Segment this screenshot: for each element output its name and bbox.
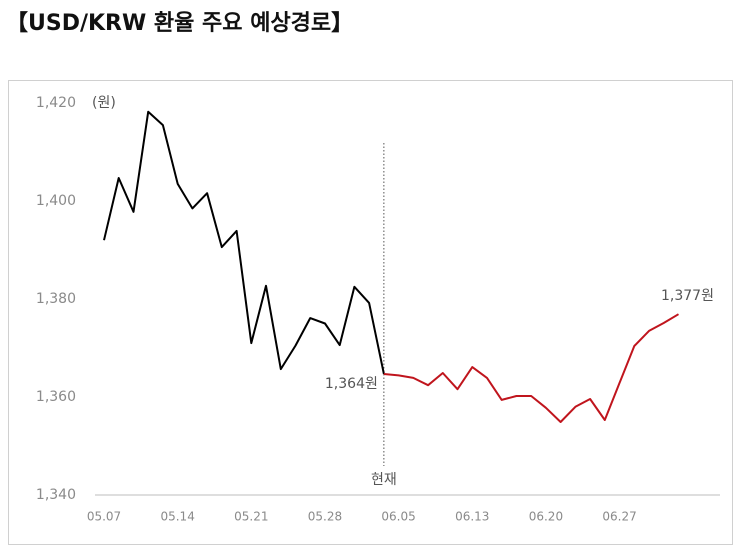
y-tick-label: 1,380 — [36, 291, 76, 307]
x-tick-label: 05.28 — [308, 510, 342, 524]
chart-title: 【USD/KRW 환율 주요 예상경로】 — [6, 11, 353, 36]
y-tick-label: 1,340 — [36, 487, 76, 503]
x-tick-label: 06.13 — [455, 510, 489, 524]
x-tick-label: 06.20 — [529, 510, 563, 524]
current-label: 현재 — [371, 472, 397, 488]
x-tick-label: 05.21 — [234, 510, 268, 524]
series-line — [383, 313, 680, 423]
x-tick-label: 06.05 — [381, 510, 415, 524]
x-tick-label: 06.27 — [602, 510, 636, 524]
chart-frame — [8, 80, 733, 545]
y-tick-label: 1,360 — [36, 389, 76, 405]
x-tick-label: 05.07 — [87, 510, 121, 524]
y-tick-label: 1,400 — [36, 193, 76, 209]
y-tick-label: 1,420 — [36, 95, 76, 111]
x-tick-label: 05.14 — [160, 510, 194, 524]
series-line — [103, 110, 385, 375]
y-unit: (원) — [92, 95, 116, 111]
annotation: 1,364원 — [325, 376, 378, 392]
annotation: 1,377원 — [661, 288, 714, 304]
